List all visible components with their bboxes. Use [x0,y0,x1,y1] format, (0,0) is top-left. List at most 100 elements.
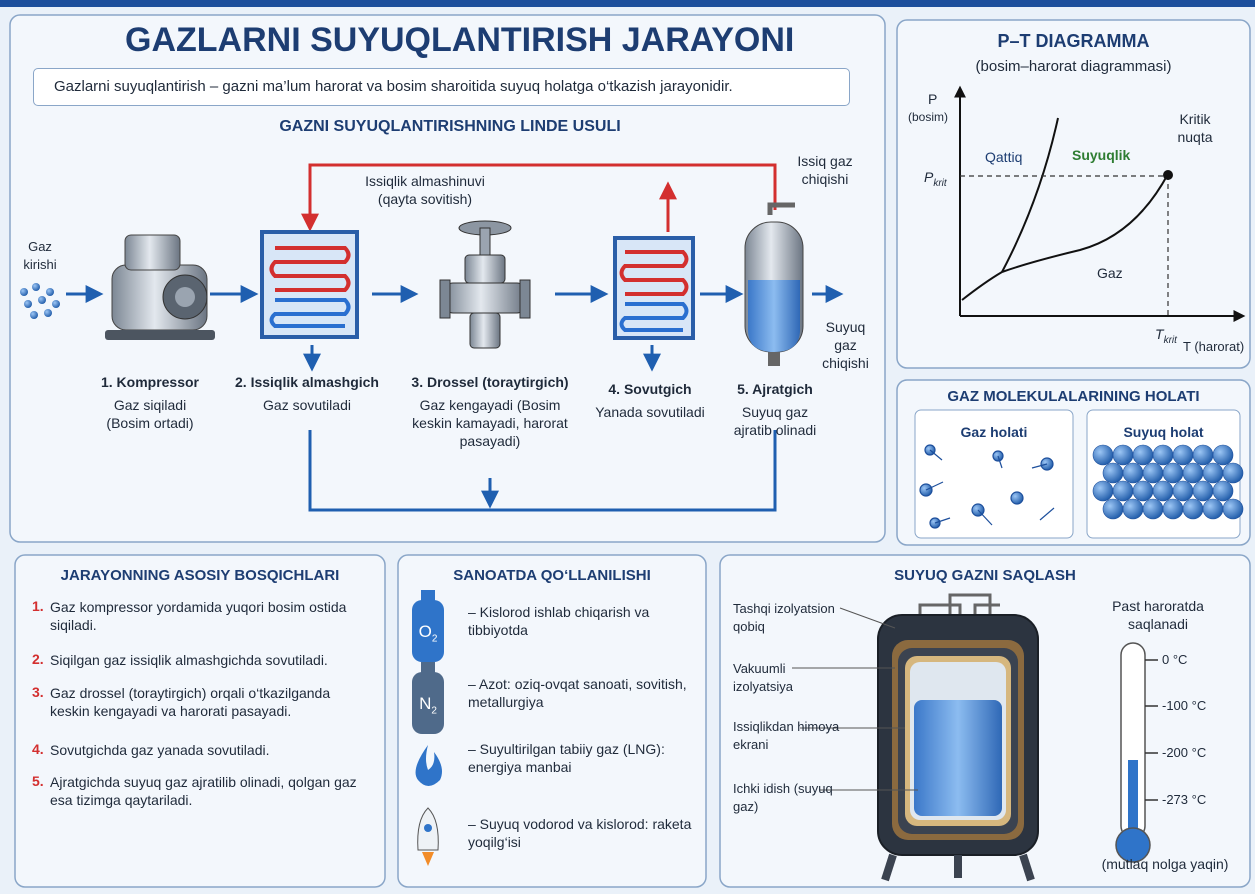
molecule [1173,445,1193,465]
molecule [1103,463,1123,483]
liquid-label: Suyuqlik [1072,146,1130,164]
storage-label: Ichki idish (suyuq gaz) [733,780,848,816]
liquid-state: Suyuq holat [1087,423,1240,441]
infographic: GAZLARNI SUYUQLANTIRISH JARAYONI Gazlarn… [0,0,1255,894]
thermometer-label: 0 °C [1162,651,1187,669]
molecule [1153,445,1173,465]
p-crit-sub: krit [933,178,946,189]
storage-label: Vakuumli izolyatsiya [733,660,848,696]
input-label: Gaz kirishi [15,238,65,274]
step-name: 4. Sovutgich [590,380,710,398]
storage-title: SUYUQ GAZNI SAQLASH [720,567,1250,585]
molecule [1183,463,1203,483]
y-axis-label: P [928,90,937,108]
stage-text: Siqilgan gaz issiqlik almashgichda sovut… [50,651,370,669]
storage-label: Tashqi izolyatsion qobiq [733,600,848,636]
pt-subtitle: (bosim–harorat diagrammasi) [897,58,1250,76]
molecule [1133,445,1153,465]
industry-text: – Suyuq vodorod va kislorod: raketa yoqi… [468,815,693,851]
molecule [1213,481,1233,501]
stage-text: Sovutgichda gaz yanada sovutiladi. [50,741,370,759]
molecule [1113,481,1133,501]
storage-label: Issiqlikdan himoya ekrani [733,718,848,754]
y-axis-sub: (bosim) [908,108,948,126]
industry-text: – Kislorod ishlab chiqarish va tibbiyotd… [468,603,693,639]
molecule [1103,499,1123,519]
gas-label: Gaz [1097,264,1123,282]
molecule [1213,445,1233,465]
p-crit-symbol: P [924,169,933,185]
t-crit: Tkrit [1155,325,1177,350]
molecule [1163,499,1183,519]
stage-number: 5. [32,773,44,789]
stage-text: Gaz drossel (toraytirgich) orqali o‘tkaz… [50,684,370,720]
stage-number: 1. [32,598,44,614]
molecule [1123,463,1143,483]
step-desc: Gaz siqiladi (Bosim ortadi) [95,396,205,432]
gas-state: Gaz holati [915,423,1073,441]
step: 4. Sovutgich Yanada sovutiladi [590,380,710,421]
step-desc: Gaz kengayadi (Bosim keskin kamayadi, ha… [410,396,570,450]
industry-text: – Azot: oziq-ovqat sanoati, sovitish, me… [468,675,693,711]
icon-symbol: O [419,622,432,641]
solid-label: Qattiq [985,148,1022,166]
molecule [1143,499,1163,519]
stage-number: 2. [32,651,44,667]
step: 5. Ajratgich Suyuq gaz ajratib olinadi [720,380,830,439]
industry-text: – Suyultirilgan tabiiy gaz (LNG): energi… [468,740,693,776]
molecule [1163,463,1183,483]
stage-number: 4. [32,741,44,757]
icon-symbol: N [419,694,431,713]
x-axis-label: T (harorat) [1183,338,1244,356]
molecule [1223,463,1243,483]
t-crit-sub: krit [1164,335,1177,346]
step-name: 1. Kompressor [75,373,225,391]
process-title: GAZNI SUYUQLANTIRISHNING LINDE USULI [200,118,700,136]
molecule [1153,481,1173,501]
molecule [1113,445,1133,465]
step-desc: Yanada sovutiladi [590,403,710,421]
molecule [1203,463,1223,483]
step-desc: Suyuq gaz ajratib olinadi [725,403,825,439]
icon-sub: 2 [431,705,437,716]
thermometer-note: (mutlaq nolga yaqin) [1090,855,1240,873]
heat-exchange-label: Issiqlik almashinuvi (qayta sovitish) [345,172,505,208]
critical-label: Kritik nuqta [1170,110,1220,146]
step-name: 3. Drossel (toraytirgich) [395,373,585,391]
molecule [1143,463,1163,483]
molecule [1093,481,1113,501]
definition: Gazlarni suyuqlantirish – gazni ma’lum h… [33,68,850,106]
icon-sub: 2 [432,633,438,644]
molecule [1203,499,1223,519]
t-crit-symbol: T [1155,326,1164,342]
molecule [1173,481,1193,501]
thermometer-title: Past haroratda saqlanadi [1093,597,1223,633]
molecule [1123,499,1143,519]
molecule [1193,445,1213,465]
icon-formula: O2 [412,623,444,648]
thermometer-label: -100 °C [1162,697,1206,715]
pt-title: P–T DIAGRAMMA [897,32,1250,50]
molecule [1193,481,1213,501]
step-name: 2. Issiqlik almashgich [222,373,392,391]
step: 2. Issiqlik almashgich Gaz sovutiladi [222,373,392,414]
molecule [1183,499,1203,519]
molecule [1133,481,1153,501]
thermometer-label: -273 °C [1162,791,1206,809]
icon-formula: N2 [412,695,444,720]
molecule [1223,499,1243,519]
stages-title: JARAYONNING ASOSIY BOSQICHLARI [15,567,385,585]
stage-text: Ajratgichda suyuq gaz ajratilib olinadi,… [50,773,370,809]
step: 1. Kompressor Gaz siqiladi (Bosim ortadi) [75,373,225,432]
stage-number: 3. [32,684,44,700]
molecules-title: GAZ MOLEKULALARINING HOLATI [897,388,1250,406]
industry-title: SANOATDA QO‘LLANILISHI [398,567,706,585]
p-crit: Pkrit [924,168,947,193]
step: 3. Drossel (toraytirgich) Gaz kengayadi (… [395,373,585,450]
step-name: 5. Ajratgich [720,380,830,398]
thermometer-label: -200 °C [1162,744,1206,762]
hot-exit-label: Issiq gaz chiqishi [790,152,860,188]
molecule [1093,445,1113,465]
stage-text: Gaz kompressor yordamida yuqori bosim os… [50,598,370,634]
step-desc: Gaz sovutiladi [222,396,392,414]
